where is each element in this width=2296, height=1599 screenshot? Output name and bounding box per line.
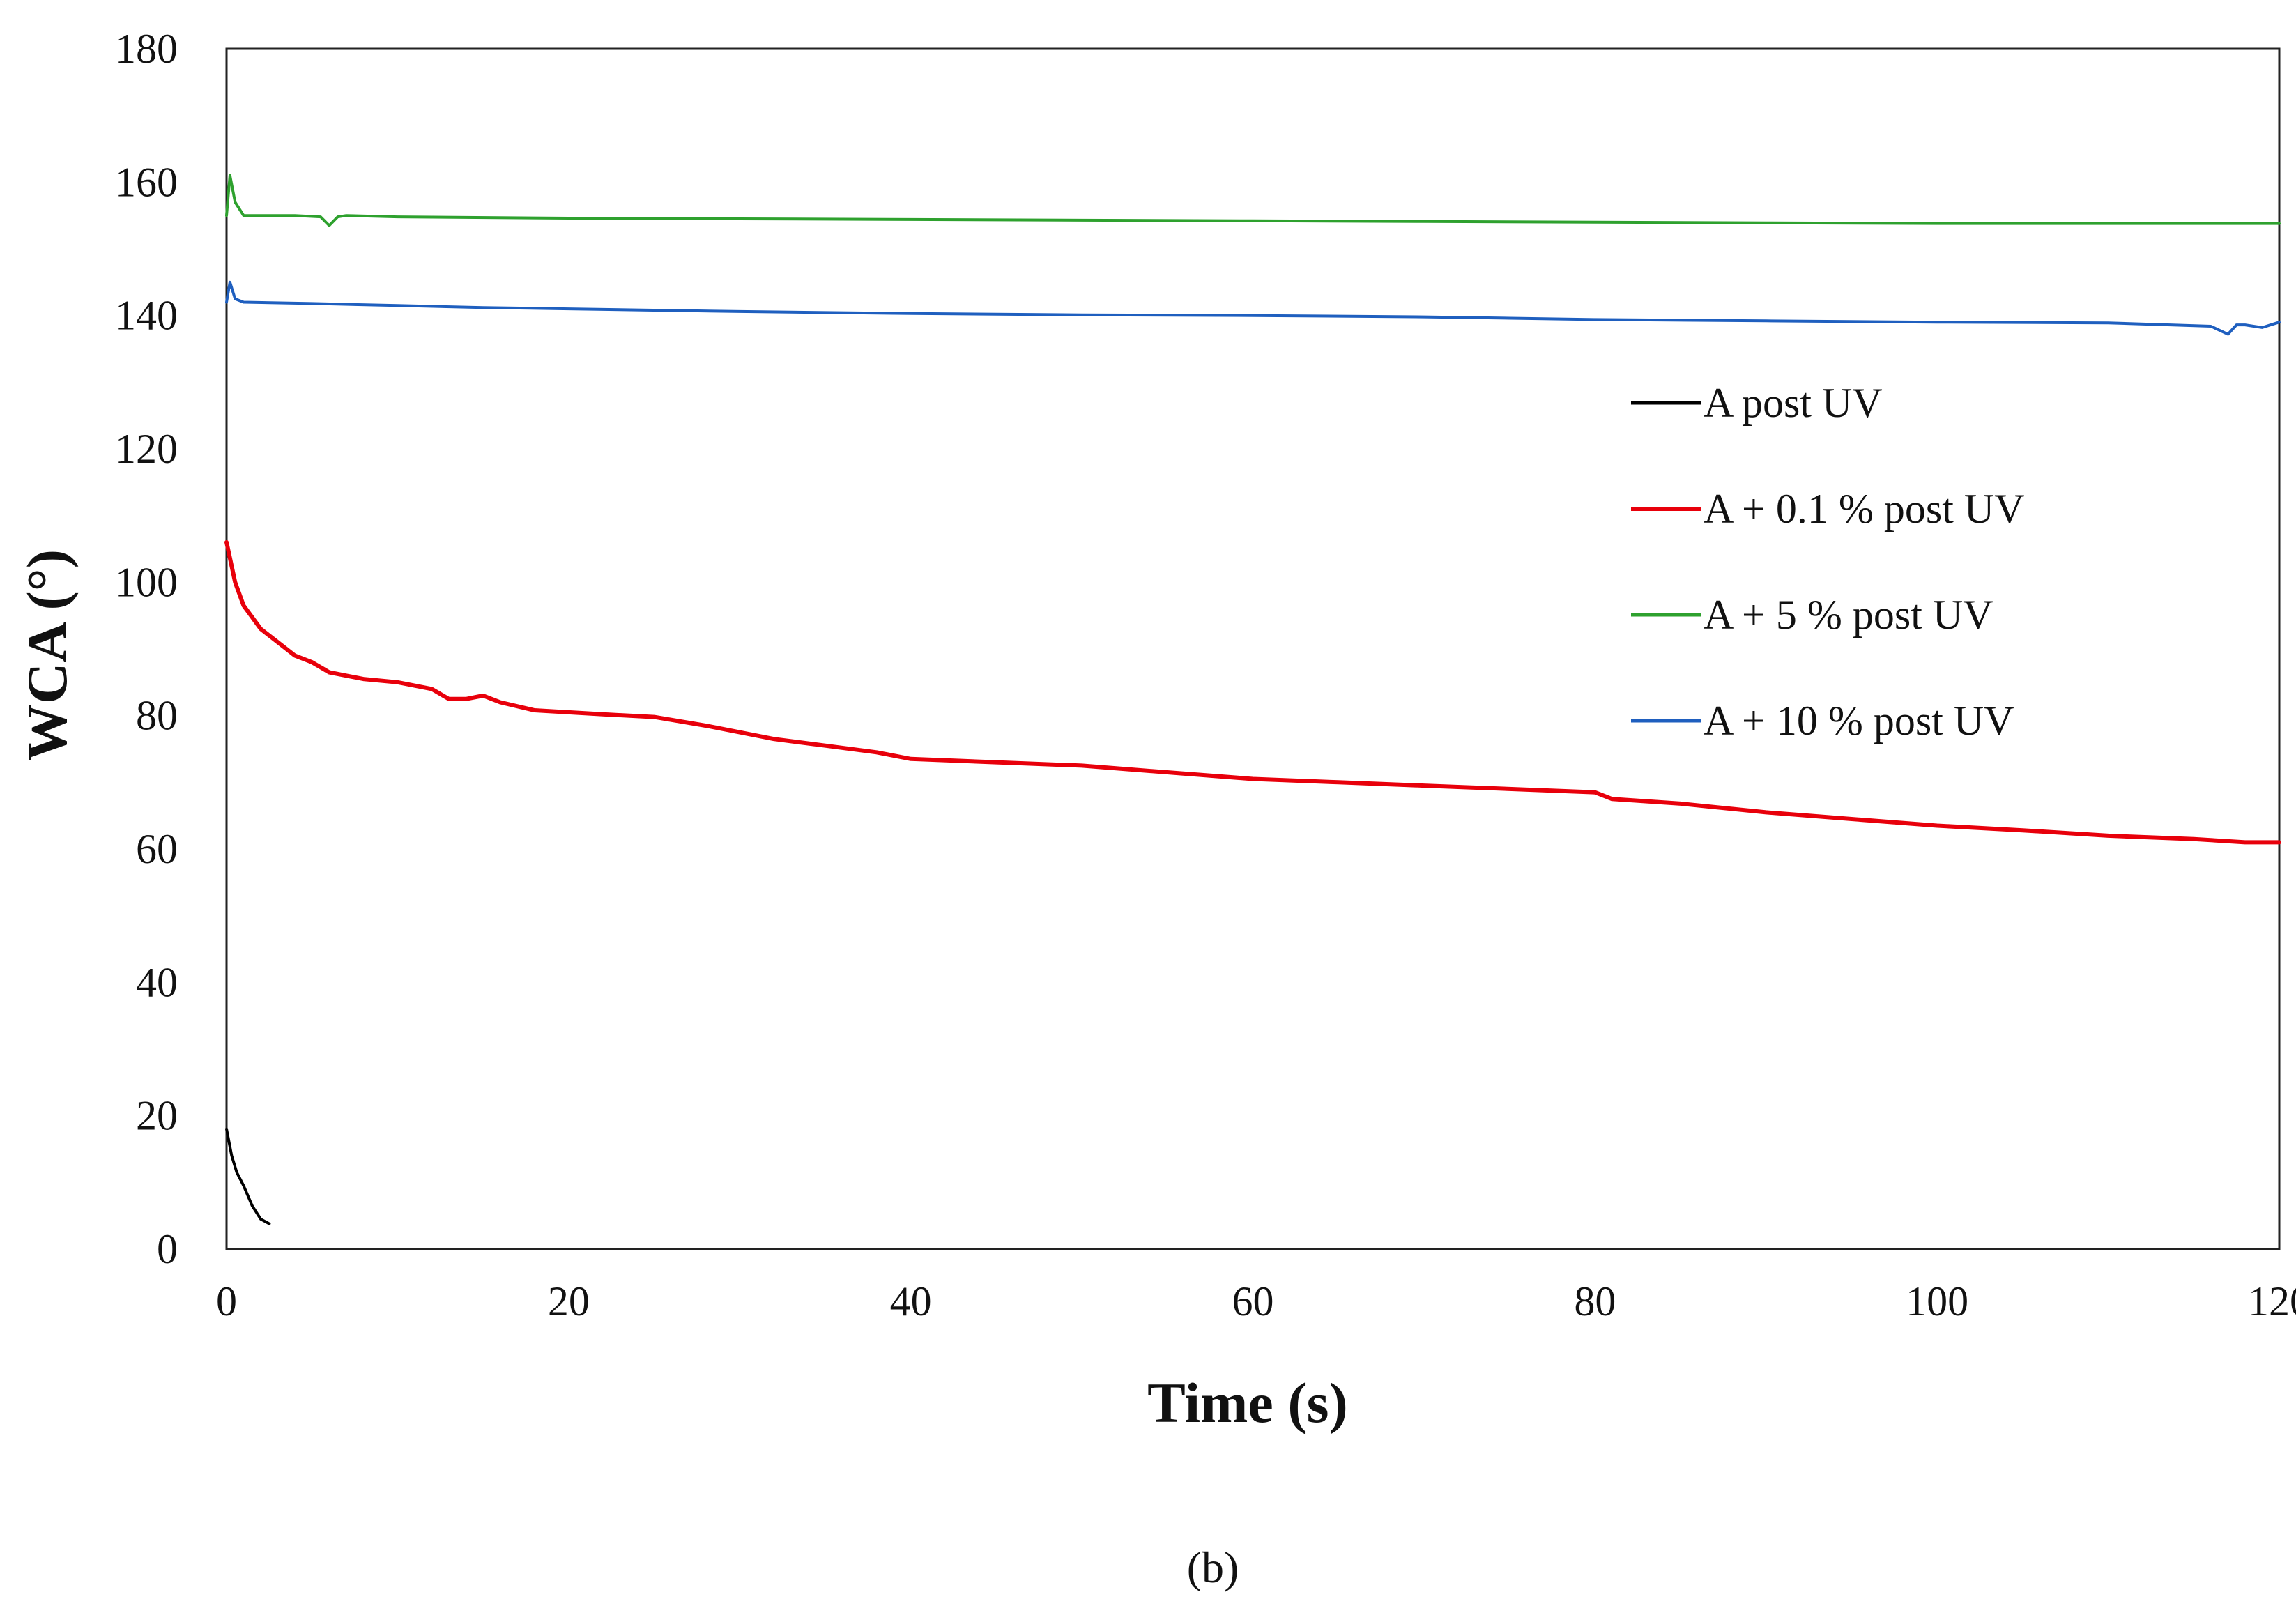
legend-label: A + 5 % post UV — [1704, 592, 1993, 638]
legend: A post UV A + 0.1 % post UV A + 5 % post U… — [1631, 380, 2025, 744]
y-tick-label: 160 — [115, 159, 178, 205]
y-tick-label: 100 — [115, 559, 178, 605]
y-tick-label: 0 — [157, 1226, 178, 1272]
x-axis-ticks: 0 20 40 60 80 100 120 — [216, 1278, 2296, 1324]
y-tick-label: 40 — [136, 959, 178, 1005]
x-tick-label: 100 — [1906, 1278, 1968, 1324]
x-tick-label: 120 — [2248, 1278, 2296, 1324]
legend-label: A + 10 % post UV — [1704, 698, 2014, 744]
y-tick-label: 60 — [136, 826, 178, 872]
x-tick-label: 80 — [1574, 1278, 1616, 1324]
x-axis-title: Time (s) — [1147, 1371, 1348, 1434]
series-line-4 — [225, 280, 2281, 336]
plot-area-frame — [225, 47, 2281, 1250]
y-tick-label: 20 — [136, 1093, 178, 1139]
legend-label: A + 0.1 % post UV — [1704, 486, 2025, 532]
y-tick-label: 80 — [136, 693, 178, 739]
series-line-1 — [225, 1127, 271, 1225]
legend-label: A post UV — [1704, 380, 1883, 426]
legend-item: A + 5 % post UV — [1631, 592, 1993, 638]
y-axis-title: WCA (°) — [15, 549, 79, 761]
series-line-2 — [224, 540, 2281, 845]
x-tick-label: 60 — [1232, 1278, 1274, 1324]
series-line-3 — [225, 174, 2281, 227]
legend-item: A post UV — [1631, 380, 1883, 426]
x-tick-label: 20 — [548, 1278, 590, 1324]
y-tick-label: 120 — [115, 426, 178, 472]
y-tick-label: 140 — [115, 293, 178, 339]
series-lines — [224, 174, 2281, 1225]
legend-item: A + 10 % post UV — [1631, 698, 2014, 744]
figure-caption: (b) — [1187, 1543, 1239, 1592]
y-tick-label: 180 — [115, 26, 178, 72]
x-tick-label: 40 — [890, 1278, 932, 1324]
legend-item: A + 0.1 % post UV — [1631, 486, 2025, 532]
y-axis-ticks: 0 20 40 60 80 100 120 140 160 180 — [115, 26, 178, 1272]
x-tick-label: 0 — [216, 1278, 237, 1324]
